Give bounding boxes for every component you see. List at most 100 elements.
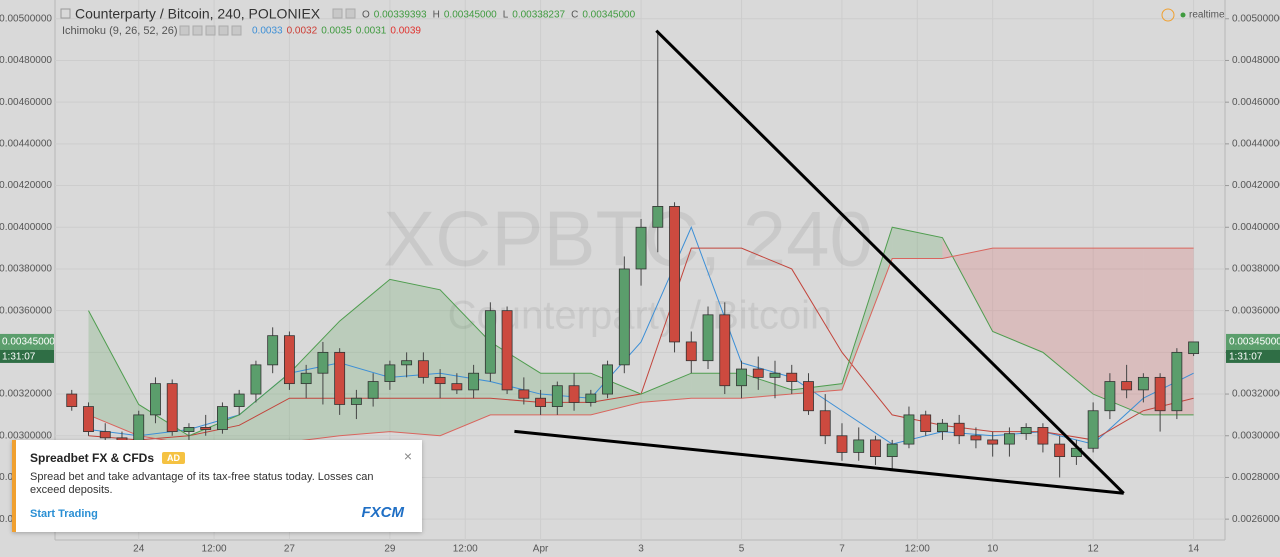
candle-body [1003,433,1015,445]
candle-body [1037,427,1049,445]
ad-badge: AD [162,452,186,464]
countdown-bg [1226,349,1280,363]
y-tick-label: 0.00440000 [1232,139,1280,150]
candle-body [367,381,379,399]
ad-text: Spread bet and take advantage of its tax… [30,471,374,496]
candle-body [1087,410,1099,449]
candle-body [652,206,664,228]
y-tick-label-left: 0.00360000 [0,305,52,316]
candle-body [150,383,161,416]
candle-body [853,439,865,453]
indicator-label: Ichimoku (9, 26, 52, 26) [62,25,178,37]
x-tick-label: 12:00 [453,544,478,555]
header-button[interactable] [345,8,356,19]
candle-body [468,372,480,391]
ohlc-value: 0.00345000 [582,10,635,21]
ohlc-key: H [433,10,440,21]
candle-body [83,406,94,432]
candle-body [803,381,814,412]
cloud-segment [992,248,1043,353]
candle-body [535,397,547,407]
indicator-value: 0.0033 [252,26,283,37]
y-tick-label-left: 0.00300000 [0,430,52,441]
countdown: 1:31:07 [2,352,36,363]
cloud-segment [892,227,943,259]
x-tick-label: 14 [1188,544,1200,555]
candle-body [1171,351,1183,412]
indicator-button[interactable] [179,25,190,36]
y-tick-label: 0.00380000 [1232,264,1280,275]
y-tick-label: 0.00300000 [1232,430,1280,441]
x-tick-label: 29 [384,544,396,555]
last-price-marker [0,333,54,350]
cloud-segment [1042,248,1094,395]
axes: 0.002600000.002600000.002800000.00280000… [0,13,1280,555]
candle-body [819,410,831,437]
candle-body [384,364,396,382]
realtime-status: realtime [1189,10,1225,21]
candle-body [685,341,697,362]
candle-body [568,385,580,403]
ad-brand[interactable]: FXCM [361,504,405,521]
candle-body [970,435,982,441]
ad-close[interactable]: × [403,448,412,464]
ohlc-value: 0.00339393 [374,10,427,21]
trend-line [514,429,1124,495]
last-price-marker [1226,333,1280,350]
candle-body [903,414,915,445]
y-tick-label: 0.00480000 [1232,55,1280,66]
indicator-button[interactable] [192,25,203,36]
ichimoku-line [88,226,1194,437]
x-tick-label: 12:00 [202,544,227,555]
last-price-label: 0.00345000 [1229,337,1280,348]
header-button[interactable] [332,8,343,19]
trend-line [655,29,1125,495]
y-tick-label: 0.00260000 [1232,514,1280,525]
candle-body [669,206,680,343]
candle-body [786,372,798,382]
candle-body [401,360,413,366]
candle-body [417,360,429,378]
countdown: 1:31:07 [1229,352,1263,363]
x-tick-label: 24 [133,544,145,555]
watermark-symbol: XCPBTC, 240 [383,195,873,283]
candle-body [350,397,362,405]
countdown-bg [0,349,54,363]
cloud-segment [239,373,290,445]
candle-body [183,427,195,432]
y-tick-label-left: 0.00480000 [0,55,52,66]
candle-body [585,393,597,403]
cloud-segment [88,310,139,436]
cloud-segment [691,373,742,399]
indicator-button[interactable] [218,25,229,36]
symbol-icon[interactable] [60,8,71,19]
alert-icon[interactable] [1161,8,1175,22]
y-tick-label-left: 0.00460000 [0,97,52,108]
y-tick-label-left: 0.00380000 [0,264,52,275]
ohlc-value: 0.00345000 [444,10,497,21]
y-tick-label: 0.00460000 [1232,97,1280,108]
ad-cta[interactable]: Start Trading [30,508,98,520]
x-tick-label: 5 [739,544,745,555]
candle-body [953,422,965,437]
ad-popup: Spreadbet FX & CFDs AD × Spread bet and t… [12,440,422,532]
y-tick-label: 0.00280000 [1232,472,1280,483]
indicator-button[interactable] [205,25,216,36]
indicator-button[interactable] [231,25,242,36]
cloud-segment [741,373,792,399]
candle-body [133,414,145,443]
ad-title-text: Spreadbet FX & CFDs [30,451,155,465]
candle-body [736,368,747,387]
candle-body [635,226,647,270]
candle-body [1054,443,1066,458]
candle-body [66,393,78,407]
ohlc-value: 0.00338237 [512,10,565,21]
y-tick-label: 0.00500000 [1232,13,1280,24]
candles [66,31,1200,478]
drawings [514,29,1125,495]
candle-body [920,414,932,432]
realtime-dot [1180,12,1186,18]
candle-body [217,406,228,430]
candle-body [434,376,446,385]
x-tick-label: 12:00 [905,544,930,555]
